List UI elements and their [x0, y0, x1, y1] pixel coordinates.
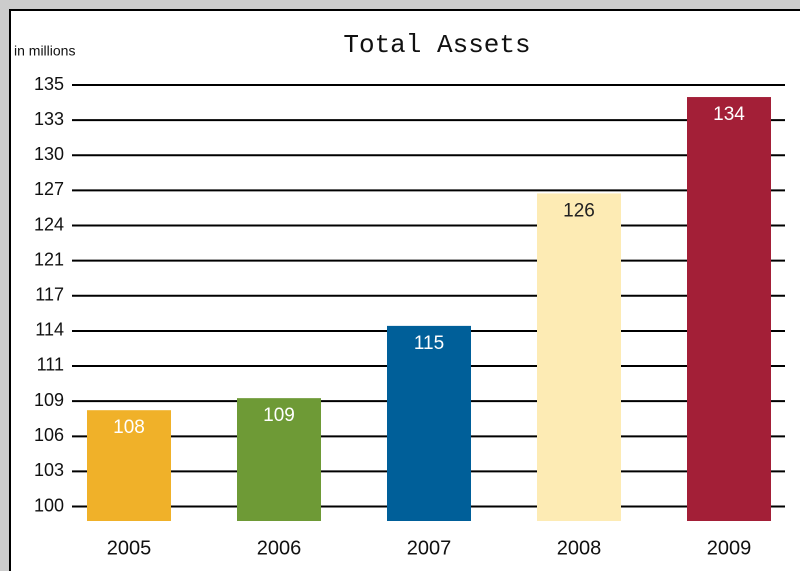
bar — [87, 410, 171, 521]
unit-label: in millions — [14, 43, 75, 59]
value-label: 109 — [263, 405, 295, 426]
y-tick-label: 117 — [35, 285, 64, 305]
y-tick-label: 103 — [34, 460, 64, 480]
y-tick-label: 111 — [37, 355, 64, 375]
y-tick-label: 121 — [34, 249, 64, 269]
value-label: 108 — [113, 417, 145, 438]
y-tick-label: 100 — [34, 495, 64, 515]
y-tick-label: 106 — [34, 425, 64, 445]
bar — [537, 193, 621, 521]
y-tick-label: 135 — [34, 74, 64, 94]
y-tick-label: 133 — [34, 109, 64, 129]
chart-title: Total Assets — [343, 30, 530, 60]
y-tick-label: 114 — [35, 320, 64, 340]
y-tick-label: 109 — [34, 390, 64, 410]
y-tick-label: 124 — [34, 214, 64, 234]
value-label: 134 — [713, 104, 745, 125]
bar — [237, 398, 321, 521]
x-tick-label: 2007 — [407, 537, 452, 559]
value-label: 126 — [563, 200, 595, 221]
value-label: 115 — [414, 333, 444, 354]
x-tick-label: 2009 — [707, 537, 752, 559]
y-tick-label: 130 — [34, 144, 64, 164]
x-tick-label: 2006 — [257, 537, 302, 559]
y-tick-label: 127 — [34, 179, 64, 199]
bar — [687, 97, 771, 522]
bar — [387, 325, 471, 521]
x-tick-label: 2008 — [557, 537, 602, 559]
x-tick-label: 2005 — [107, 537, 152, 559]
